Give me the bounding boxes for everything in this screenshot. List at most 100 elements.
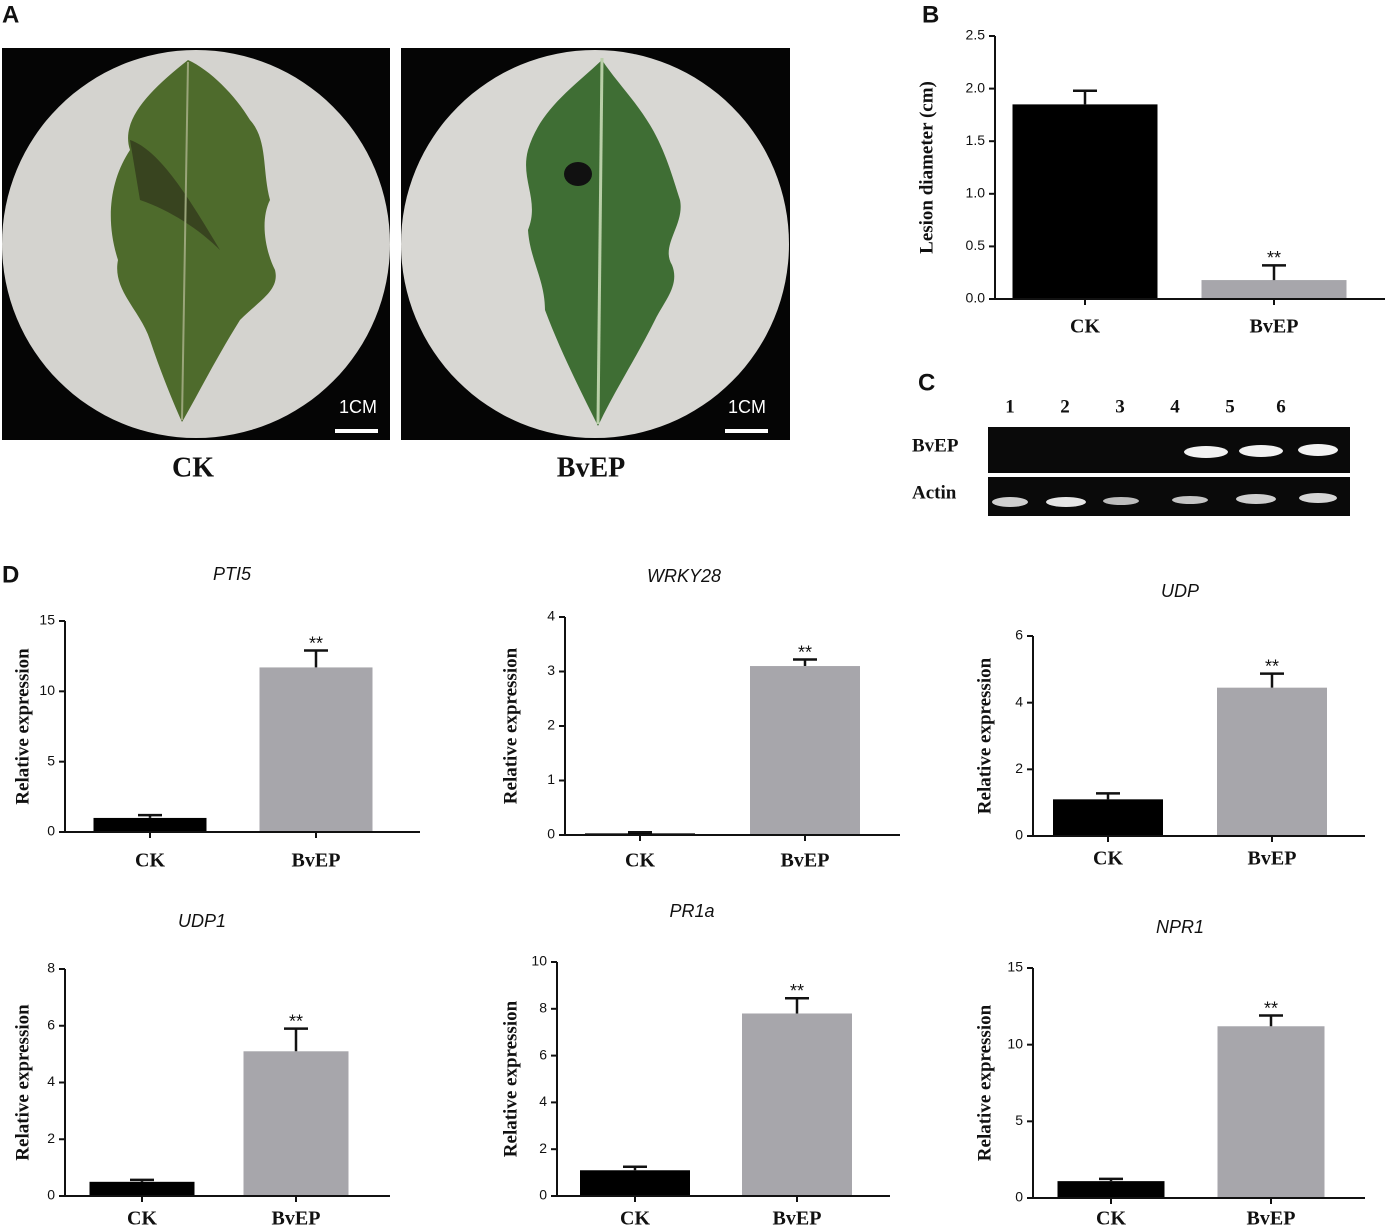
error-bar (130, 1178, 154, 1182)
chart-title: UDP (1161, 581, 1199, 601)
gel (988, 427, 1350, 516)
error-bar (304, 649, 328, 668)
significance: ** (1264, 998, 1278, 1018)
y-tick-label: 5 (1015, 1112, 1023, 1128)
x-tick-label: CK (135, 850, 165, 872)
error-bar (1096, 792, 1120, 800)
y-axis-label: Relative expression (500, 1000, 521, 1157)
error-bar (138, 813, 162, 818)
scale-label: 1CM (728, 397, 766, 417)
y-tick-label: 0 (539, 1187, 547, 1203)
bar (259, 667, 373, 832)
y-tick-label: 0 (47, 823, 55, 839)
bar (580, 1170, 690, 1196)
error-bar (623, 1165, 647, 1171)
y-tick-label: 0 (1015, 1189, 1023, 1205)
y-tick-label: 2 (47, 1130, 55, 1146)
error-bar (793, 658, 817, 667)
chart-title: NPR1 (1156, 917, 1204, 937)
y-tick-label: 10 (1007, 1035, 1023, 1051)
bar (1217, 1026, 1325, 1198)
photo-label: BvEP (557, 452, 625, 483)
error-bar (628, 831, 652, 834)
y-axis-label: Relative expression (974, 1004, 995, 1161)
y-axis-label: Lesion diameter (cm) (916, 81, 937, 254)
x-tick-label: CK (1096, 1208, 1126, 1230)
chart-title: UDP1 (178, 911, 226, 931)
significance: ** (798, 642, 812, 662)
lane-label: 2 (1060, 396, 1070, 417)
y-tick-label: 2 (547, 717, 555, 733)
scale-label: 1CM (339, 397, 377, 417)
y-tick-label: 4 (1015, 693, 1023, 709)
y-tick-label: 4 (539, 1093, 547, 1109)
y-tick-label: 2.0 (966, 79, 986, 95)
bar (750, 666, 860, 835)
panel-label: A (2, 1, 19, 28)
y-tick-label: 1 (547, 771, 555, 787)
bar (1217, 687, 1327, 836)
y-tick-label: 15 (39, 612, 55, 628)
error-bar (1073, 89, 1097, 105)
y-tick-label: 10 (531, 953, 547, 969)
y-tick-label: 0 (47, 1187, 55, 1203)
error-bar (284, 1027, 308, 1052)
x-tick-label: CK (625, 850, 655, 872)
y-tick-label: 0.0 (966, 290, 986, 306)
error-bar (1259, 1014, 1283, 1027)
y-tick-label: 1.5 (966, 132, 986, 148)
lane-label: 3 (1115, 396, 1125, 417)
leaf-photo: 1CM (2, 48, 390, 440)
bar (1057, 1181, 1165, 1198)
y-tick-label: 0 (1015, 827, 1023, 843)
lane-label: 6 (1276, 396, 1286, 417)
y-tick-label: 2 (1015, 760, 1023, 776)
y-tick-label: 2.5 (966, 27, 986, 43)
chart-title: WRKY28 (647, 566, 721, 586)
x-tick-label: BvEP (1247, 1208, 1296, 1230)
x-tick-label: BvEP (292, 850, 341, 872)
y-axis-label: Relative expression (974, 657, 995, 814)
leaf-photo: 1CM (401, 48, 790, 440)
gel-row-label: Actin (912, 482, 957, 503)
y-tick-label: 6 (539, 1046, 547, 1062)
significance: ** (1267, 248, 1281, 268)
y-tick-label: 1.0 (966, 185, 986, 201)
y-tick-label: 3 (547, 662, 555, 678)
bar (742, 1013, 852, 1196)
y-axis-label: Relative expression (500, 647, 521, 804)
chart-title: PTI5 (213, 564, 252, 584)
y-tick-label: 8 (47, 960, 55, 976)
lane-label: 1 (1005, 396, 1015, 417)
x-tick-label: BvEP (781, 850, 830, 872)
panel-label: D (2, 561, 19, 588)
bar (93, 817, 207, 832)
error-bar (1099, 1177, 1123, 1182)
y-axis-label: Relative expression (12, 1004, 33, 1161)
y-tick-label: 15 (1007, 959, 1023, 975)
y-tick-label: 4 (547, 608, 555, 624)
bar (1201, 280, 1347, 299)
x-tick-label: BvEP (1250, 316, 1299, 338)
x-tick-label: BvEP (773, 1208, 822, 1230)
x-tick-label: BvEP (272, 1208, 321, 1230)
significance: ** (1265, 656, 1279, 676)
y-tick-label: 6 (47, 1016, 55, 1032)
y-axis-label: Relative expression (12, 648, 33, 805)
y-tick-label: 4 (47, 1073, 55, 1089)
bar (1012, 104, 1158, 299)
error-bar (1260, 672, 1284, 688)
error-bar (1262, 264, 1286, 281)
significance: ** (289, 1011, 303, 1031)
error-bar (785, 997, 809, 1014)
significance: ** (790, 981, 804, 1001)
significance: ** (309, 633, 323, 653)
y-tick-label: 8 (539, 1000, 547, 1016)
chart-title: PR1a (669, 901, 714, 921)
y-tick-label: 6 (1015, 627, 1023, 643)
lane-label: 4 (1170, 396, 1180, 417)
x-tick-label: CK (1093, 848, 1123, 870)
gel-row-label: BvEP (912, 435, 959, 456)
y-tick-label: 0.5 (966, 237, 986, 253)
